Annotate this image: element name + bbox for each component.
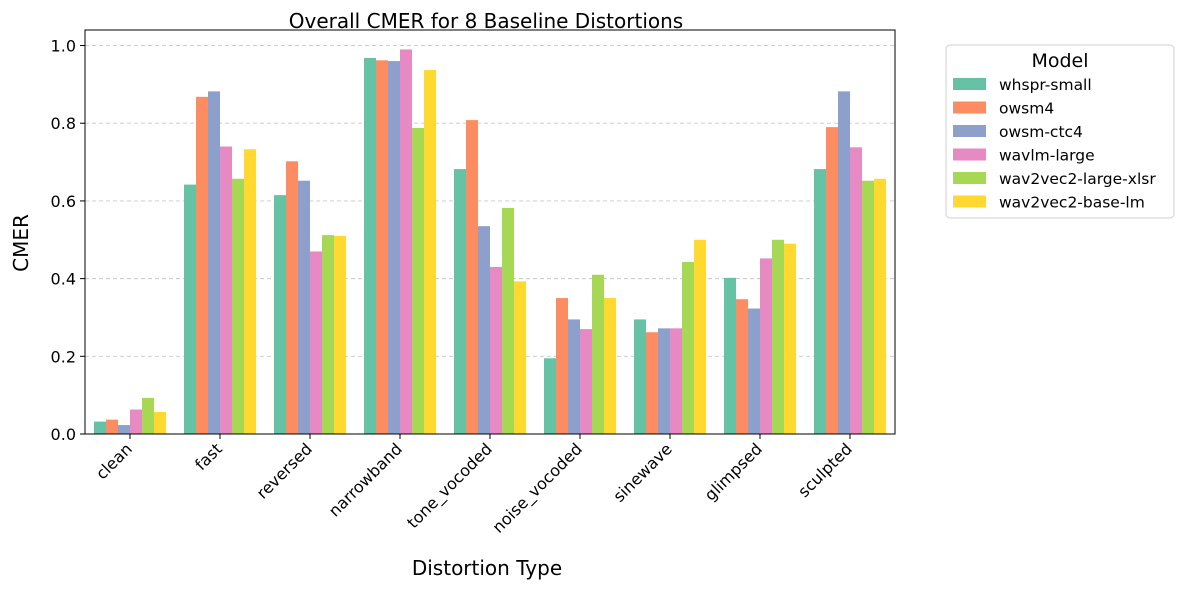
- x-tick-label: fast: [191, 439, 226, 474]
- chart-title: Overall CMER for 8 Baseline Distortions: [289, 9, 683, 33]
- bar: [142, 397, 154, 434]
- legend-label: owsm4: [999, 100, 1054, 118]
- bar: [814, 169, 826, 435]
- bar: [784, 243, 796, 434]
- bar: [298, 180, 310, 434]
- y-tick-label: 0.4: [51, 270, 76, 289]
- y-tick-label: 0.2: [51, 347, 76, 366]
- legend-swatch: [953, 148, 986, 161]
- bar: [424, 70, 436, 434]
- legend-frame: [945, 44, 1175, 219]
- bar: [502, 207, 514, 434]
- y-axis-ticks: 0.0 0.2 0.4 0.6 0.8 1.0: [51, 37, 85, 444]
- x-tick-label: narrowband: [325, 439, 406, 520]
- legend-label: wavlm-large: [999, 147, 1095, 165]
- legend-swatch: [953, 78, 986, 90]
- x-axis-ticks: clean fast reversed narrowbandtone_vocodedn…: [92, 434, 856, 537]
- bar: [232, 178, 244, 434]
- bar: [580, 329, 592, 434]
- bar: [106, 419, 118, 434]
- bar: [274, 195, 286, 434]
- bar: [364, 57, 376, 434]
- legend: Model whspr-small owsm4 owsm-ctc4 wavlm-lar…: [945, 44, 1175, 219]
- bar: [376, 60, 388, 435]
- bar: [772, 239, 784, 434]
- bar: [322, 235, 334, 434]
- bar: [478, 226, 490, 434]
- bar: [568, 319, 580, 434]
- legend-label: whspr-small: [999, 76, 1092, 94]
- bar: [670, 328, 682, 434]
- legend-label: owsm-ctc4: [999, 123, 1083, 141]
- bar: [592, 274, 604, 434]
- bar: [874, 178, 886, 434]
- bar: [220, 146, 232, 435]
- bar: [826, 127, 838, 434]
- legend-swatch: [953, 125, 986, 137]
- bar: [412, 127, 424, 435]
- x-tick-label: noise_vocoded: [489, 439, 587, 537]
- bar: [544, 358, 556, 434]
- bar: [286, 161, 298, 435]
- x-tick-label: glimpsed: [701, 439, 766, 504]
- legend-label: wav2vec2-base-lm: [999, 194, 1145, 212]
- bar: [724, 277, 736, 434]
- bar: [850, 147, 862, 435]
- x-tick-label: sculpted: [794, 439, 856, 501]
- bar: [646, 332, 658, 434]
- bar: [454, 169, 466, 435]
- bar: [556, 298, 568, 434]
- y-axis-label: CMER: [9, 214, 33, 272]
- x-tick-label: sinewave: [609, 439, 675, 505]
- bar: [838, 91, 850, 434]
- bar: [748, 308, 760, 434]
- bar: [154, 411, 166, 434]
- x-axis-label: Distortion Type: [412, 556, 562, 580]
- legend-items: whspr-small owsm4 owsm-ctc4 wavlm-large wav2…: [953, 76, 1156, 212]
- bar: [634, 319, 646, 434]
- bar: [694, 239, 706, 434]
- bar: [310, 251, 322, 434]
- bar: [334, 235, 346, 434]
- bar: [94, 421, 106, 434]
- y-tick-label: 0.6: [51, 192, 76, 211]
- legend-swatch: [953, 195, 986, 208]
- bar: [760, 258, 772, 434]
- bar: [514, 281, 526, 434]
- bar: [388, 61, 400, 434]
- bar: [400, 49, 412, 435]
- legend-swatch: [953, 101, 986, 114]
- bar: [736, 299, 748, 434]
- bar: [196, 96, 208, 435]
- bar: [244, 149, 256, 434]
- y-tick-label: 0.0: [51, 425, 76, 444]
- bars: [94, 49, 886, 435]
- bar: [862, 180, 874, 434]
- legend-label: wav2vec2-large-xlsr: [999, 170, 1156, 188]
- bar: [604, 298, 616, 434]
- y-tick-label: 1.0: [51, 37, 76, 56]
- bar: [130, 409, 142, 434]
- x-tick-label: tone_vocoded: [403, 439, 496, 532]
- y-tick-label: 0.8: [51, 114, 76, 133]
- legend-title: Model: [1031, 50, 1088, 72]
- bar: [184, 184, 196, 434]
- x-tick-label: clean: [92, 439, 136, 483]
- bar: [466, 120, 478, 434]
- bar: [118, 425, 130, 434]
- legend-swatch: [953, 172, 986, 184]
- x-tick-label: reversed: [253, 439, 316, 502]
- bar: [682, 261, 694, 434]
- bar: [208, 91, 220, 434]
- bar: [490, 266, 502, 434]
- bar: [658, 328, 670, 434]
